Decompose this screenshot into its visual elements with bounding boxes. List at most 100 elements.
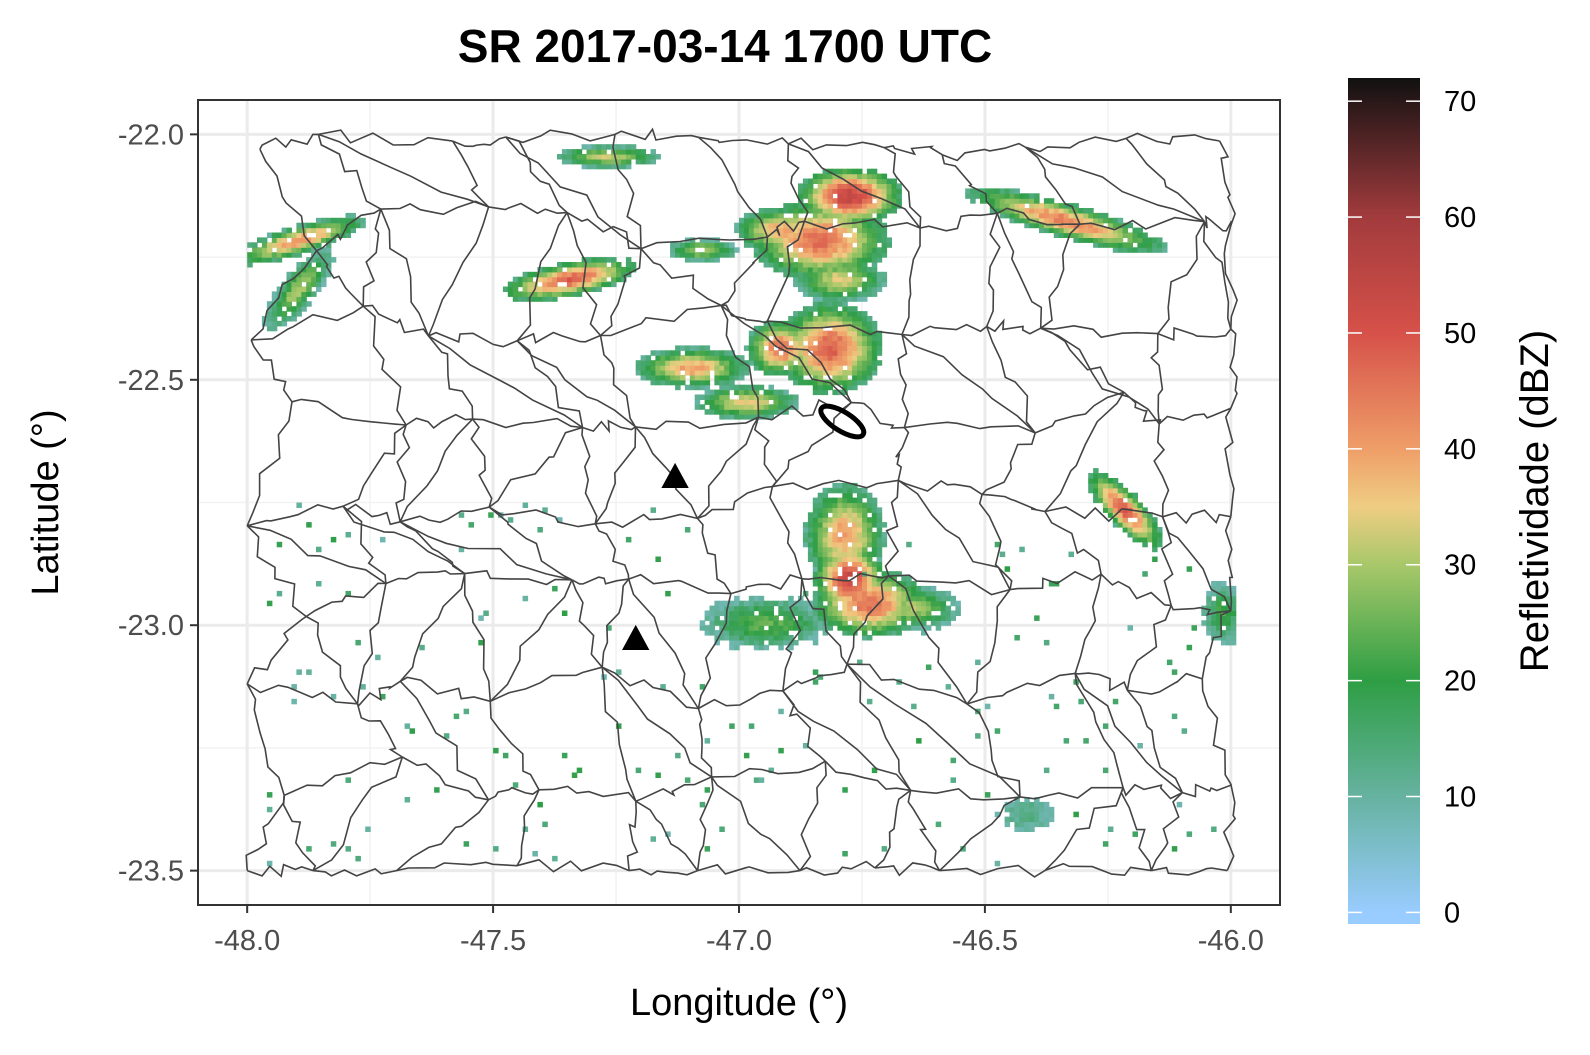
reflectivity-pixel	[822, 360, 829, 366]
reflectivity-pixel	[871, 566, 878, 572]
reflectivity-pixel	[876, 517, 883, 523]
reflectivity-pixel	[1048, 227, 1055, 234]
reflectivity-pixel	[576, 286, 583, 292]
reflectivity-pixel	[798, 276, 804, 283]
reflectivity-pixel	[1043, 227, 1050, 234]
reflectivity-pixel	[1043, 801, 1050, 808]
reflectivity-pixel	[581, 281, 588, 288]
reflectivity-pixel	[837, 576, 843, 582]
reflectivity-pixel	[837, 325, 843, 332]
reflectivity-pixel	[729, 379, 735, 386]
reflectivity-pixel	[709, 242, 715, 248]
reflectivity-pixel	[817, 551, 824, 558]
reflectivity-pixel	[822, 551, 829, 558]
reflectivity-pixel	[1043, 816, 1050, 823]
reflectivity-pixel	[1147, 512, 1153, 518]
reflectivity-pixel	[862, 227, 868, 234]
reflectivity-pixel	[689, 365, 696, 371]
reflectivity-pixel	[768, 320, 774, 327]
reflectivity-pixel	[1117, 237, 1124, 243]
reflectivity-pixel	[876, 556, 883, 562]
reflectivity-pixel	[586, 281, 592, 288]
reflectivity-pixel	[640, 374, 647, 381]
reflectivity-pixel	[655, 154, 661, 160]
reflectivity-pixel	[1048, 208, 1055, 214]
colorbar-tick-label: 50	[1444, 318, 1476, 350]
reflectivity-pixel	[881, 600, 888, 607]
reflectivity-pixel	[660, 350, 666, 356]
reflectivity-pixel	[881, 242, 888, 248]
reflectivity-pixel	[793, 350, 799, 356]
reflectivity-pixel	[316, 237, 322, 243]
reflectivity-pixel	[847, 281, 853, 288]
reflectivity-pixel	[817, 257, 824, 263]
reflectivity-pixel	[896, 198, 902, 204]
reflectivity-pixel	[1216, 620, 1222, 626]
reflectivity-pixel	[748, 389, 755, 396]
reflectivity-pixel	[862, 522, 868, 528]
reflectivity-pixel	[1043, 203, 1050, 209]
reflectivity-pixel	[807, 512, 814, 518]
reflectivity-pixel	[748, 595, 755, 602]
reflectivity-pixel	[852, 271, 858, 278]
reflectivity-pixel	[257, 257, 263, 263]
reflectivity-pixel	[955, 605, 961, 612]
reflectivity-pixel	[581, 158, 588, 165]
reflectivity-pixel	[743, 370, 750, 376]
reflectivity-pixel	[984, 792, 991, 798]
reflectivity-pixel	[581, 163, 588, 170]
reflectivity-pixel	[857, 242, 863, 248]
reflectivity-pixel	[719, 365, 725, 371]
reflectivity-pixel	[1142, 532, 1148, 538]
reflectivity-pixel	[1102, 473, 1109, 479]
reflectivity-pixel	[1093, 242, 1099, 248]
reflectivity-pixel	[748, 355, 755, 361]
reflectivity-pixel	[768, 242, 774, 248]
reflectivity-pixel	[817, 222, 824, 229]
reflectivity-pixel	[857, 605, 863, 612]
reflectivity-pixel	[807, 546, 814, 553]
reflectivity-pixel	[822, 370, 829, 376]
reflectivity-pixel	[866, 492, 873, 499]
reflectivity-pixel	[768, 414, 774, 420]
reflectivity-pixel	[468, 522, 474, 528]
reflectivity-pixel	[862, 330, 868, 337]
reflectivity-pixel	[832, 178, 838, 184]
reflectivity-pixel	[857, 374, 863, 381]
reflectivity-pixel	[847, 340, 853, 346]
reflectivity-pixel	[606, 271, 612, 278]
boundary-line	[488, 506, 596, 528]
reflectivity-pixel	[945, 605, 952, 612]
reflectivity-pixel	[847, 630, 853, 636]
reflectivity-pixel	[822, 208, 829, 214]
reflectivity-pixel	[729, 384, 735, 391]
reflectivity-pixel	[773, 365, 779, 371]
reflectivity-pixel	[837, 330, 843, 337]
reflectivity-pixel	[1107, 482, 1114, 489]
reflectivity-pixel	[291, 232, 297, 238]
reflectivity-pixel	[1147, 532, 1153, 538]
reflectivity-pixel	[586, 149, 592, 155]
reflectivity-pixel	[729, 247, 735, 253]
reflectivity-pixel	[842, 301, 848, 307]
reflectivity-pixel	[286, 252, 292, 258]
boundary-line	[901, 323, 988, 337]
reflectivity-pixel	[675, 242, 681, 248]
reflectivity-pixel	[812, 198, 819, 204]
reflectivity-pixel	[729, 644, 735, 651]
reflectivity-pixel	[1216, 595, 1222, 602]
reflectivity-pixel	[758, 360, 765, 366]
reflectivity-pixel	[822, 527, 829, 533]
reflectivity-pixel	[601, 266, 607, 273]
reflectivity-pixel	[340, 232, 347, 238]
reflectivity-pixel	[601, 144, 607, 150]
reflectivity-pixel	[793, 252, 799, 258]
reflectivity-pixel	[1024, 217, 1030, 224]
reflectivity-pixel	[266, 232, 273, 238]
reflectivity-pixel	[616, 149, 622, 155]
reflectivity-pixel	[630, 266, 637, 273]
reflectivity-pixel	[625, 266, 632, 273]
reflectivity-pixel	[847, 237, 853, 243]
boundary-line	[788, 143, 921, 229]
reflectivity-pixel	[817, 595, 824, 602]
